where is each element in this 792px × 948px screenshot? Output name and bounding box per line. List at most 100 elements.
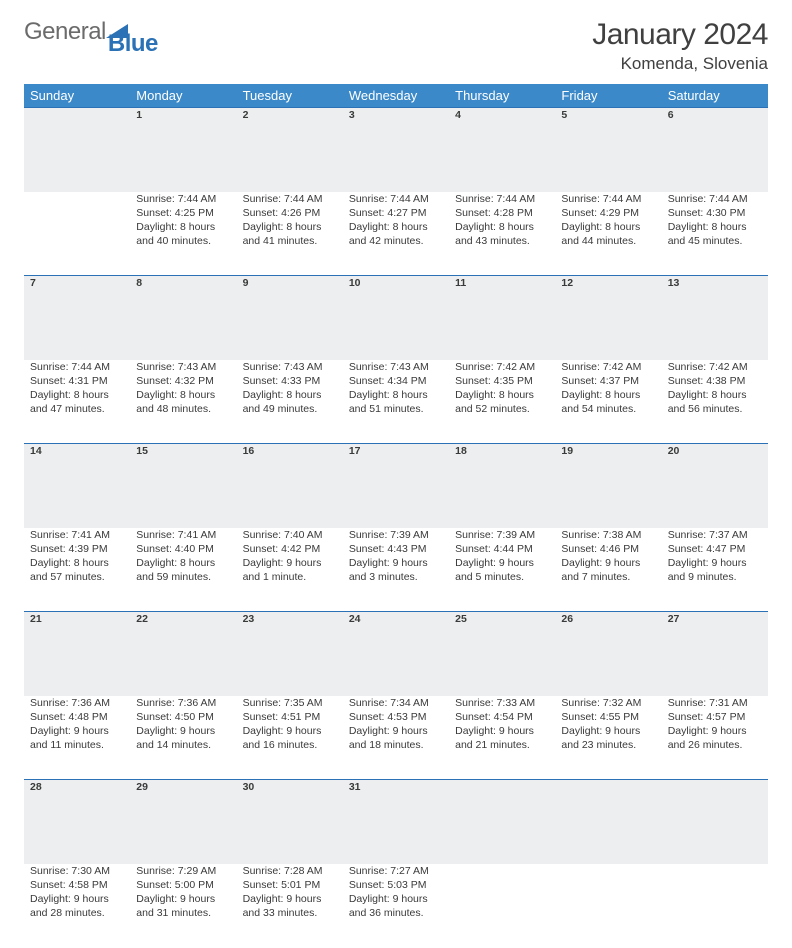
- day-number: 17: [343, 444, 449, 528]
- day-detail-row: Sunrise: 7:41 AMSunset: 4:39 PMDaylight:…: [24, 528, 768, 612]
- day-cell: Sunrise: 7:36 AMSunset: 4:48 PMDaylight:…: [24, 696, 130, 780]
- day-number: 15: [130, 444, 236, 528]
- day-number: 20: [662, 444, 768, 528]
- day-number: [24, 108, 130, 192]
- sunrise-line: Sunrise: 7:28 AM: [243, 864, 337, 878]
- sunrise-line: Sunrise: 7:33 AM: [455, 696, 549, 710]
- sunrise-line: Sunrise: 7:40 AM: [243, 528, 337, 542]
- day-header: Friday: [555, 84, 661, 108]
- sunset-line: Sunset: 4:53 PM: [349, 710, 443, 724]
- day-detail-row: Sunrise: 7:30 AMSunset: 4:58 PMDaylight:…: [24, 864, 768, 948]
- sunrise-line: Sunrise: 7:29 AM: [136, 864, 230, 878]
- day-number: 29: [130, 780, 236, 864]
- day-header: Sunday: [24, 84, 130, 108]
- sunrise-line: Sunrise: 7:41 AM: [30, 528, 124, 542]
- sunrise-line: Sunrise: 7:41 AM: [136, 528, 230, 542]
- day-cell: Sunrise: 7:44 AMSunset: 4:30 PMDaylight:…: [662, 192, 768, 276]
- sunrise-line: Sunrise: 7:44 AM: [455, 192, 549, 206]
- day-header: Saturday: [662, 84, 768, 108]
- day-detail-row: Sunrise: 7:44 AMSunset: 4:31 PMDaylight:…: [24, 360, 768, 444]
- day-number: 4: [449, 108, 555, 192]
- day-number: 30: [237, 780, 343, 864]
- sunset-line: Sunset: 4:47 PM: [668, 542, 762, 556]
- day-number: 21: [24, 612, 130, 696]
- day-number: 12: [555, 276, 661, 360]
- sunrise-line: Sunrise: 7:36 AM: [30, 696, 124, 710]
- day-header: Monday: [130, 84, 236, 108]
- sunrise-line: Sunrise: 7:32 AM: [561, 696, 655, 710]
- day-number-row: 123456: [24, 108, 768, 192]
- day-cell: Sunrise: 7:31 AMSunset: 4:57 PMDaylight:…: [662, 696, 768, 780]
- day-number: 18: [449, 444, 555, 528]
- daylight-line: Daylight: 9 hours and 3 minutes.: [349, 556, 443, 584]
- day-cell: [555, 864, 661, 948]
- day-cell: Sunrise: 7:43 AMSunset: 4:33 PMDaylight:…: [237, 360, 343, 444]
- brand-logo: General Blue: [24, 18, 180, 46]
- day-cell: Sunrise: 7:35 AMSunset: 4:51 PMDaylight:…: [237, 696, 343, 780]
- day-cell: Sunrise: 7:44 AMSunset: 4:29 PMDaylight:…: [555, 192, 661, 276]
- location-label: Komenda, Slovenia: [592, 54, 768, 74]
- day-number: 27: [662, 612, 768, 696]
- sunrise-line: Sunrise: 7:44 AM: [668, 192, 762, 206]
- day-header: Tuesday: [237, 84, 343, 108]
- day-number: 5: [555, 108, 661, 192]
- daylight-line: Daylight: 8 hours and 42 minutes.: [349, 220, 443, 248]
- sunset-line: Sunset: 4:37 PM: [561, 374, 655, 388]
- sunrise-line: Sunrise: 7:39 AM: [349, 528, 443, 542]
- sunrise-line: Sunrise: 7:44 AM: [30, 360, 124, 374]
- daylight-line: Daylight: 8 hours and 54 minutes.: [561, 388, 655, 416]
- day-number: 16: [237, 444, 343, 528]
- daylight-line: Daylight: 9 hours and 14 minutes.: [136, 724, 230, 752]
- daylight-line: Daylight: 8 hours and 40 minutes.: [136, 220, 230, 248]
- daylight-line: Daylight: 9 hours and 11 minutes.: [30, 724, 124, 752]
- sunset-line: Sunset: 4:46 PM: [561, 542, 655, 556]
- day-cell: Sunrise: 7:43 AMSunset: 4:34 PMDaylight:…: [343, 360, 449, 444]
- sunset-line: Sunset: 4:30 PM: [668, 206, 762, 220]
- day-cell: Sunrise: 7:37 AMSunset: 4:47 PMDaylight:…: [662, 528, 768, 612]
- daylight-line: Daylight: 9 hours and 16 minutes.: [243, 724, 337, 752]
- sunset-line: Sunset: 4:26 PM: [243, 206, 337, 220]
- day-number-row: 28293031: [24, 780, 768, 864]
- day-header-row: SundayMondayTuesdayWednesdayThursdayFrid…: [24, 84, 768, 108]
- sunrise-line: Sunrise: 7:43 AM: [136, 360, 230, 374]
- day-header: Wednesday: [343, 84, 449, 108]
- day-cell: Sunrise: 7:42 AMSunset: 4:37 PMDaylight:…: [555, 360, 661, 444]
- daylight-line: Daylight: 8 hours and 44 minutes.: [561, 220, 655, 248]
- day-cell: Sunrise: 7:36 AMSunset: 4:50 PMDaylight:…: [130, 696, 236, 780]
- daylight-line: Daylight: 9 hours and 5 minutes.: [455, 556, 549, 584]
- daylight-line: Daylight: 9 hours and 9 minutes.: [668, 556, 762, 584]
- day-number: 13: [662, 276, 768, 360]
- day-number: [555, 780, 661, 864]
- sunset-line: Sunset: 4:25 PM: [136, 206, 230, 220]
- day-number: 8: [130, 276, 236, 360]
- daylight-line: Daylight: 9 hours and 7 minutes.: [561, 556, 655, 584]
- day-number: 28: [24, 780, 130, 864]
- sunset-line: Sunset: 5:01 PM: [243, 878, 337, 892]
- sunset-line: Sunset: 4:50 PM: [136, 710, 230, 724]
- sunrise-line: Sunrise: 7:44 AM: [136, 192, 230, 206]
- day-cell: Sunrise: 7:41 AMSunset: 4:39 PMDaylight:…: [24, 528, 130, 612]
- sunrise-line: Sunrise: 7:34 AM: [349, 696, 443, 710]
- sunset-line: Sunset: 4:55 PM: [561, 710, 655, 724]
- daylight-line: Daylight: 8 hours and 45 minutes.: [668, 220, 762, 248]
- day-cell: Sunrise: 7:44 AMSunset: 4:27 PMDaylight:…: [343, 192, 449, 276]
- sunset-line: Sunset: 4:58 PM: [30, 878, 124, 892]
- sunset-line: Sunset: 4:34 PM: [349, 374, 443, 388]
- sunrise-line: Sunrise: 7:37 AM: [668, 528, 762, 542]
- daylight-line: Daylight: 8 hours and 43 minutes.: [455, 220, 549, 248]
- day-number: 26: [555, 612, 661, 696]
- sunrise-line: Sunrise: 7:39 AM: [455, 528, 549, 542]
- daylight-line: Daylight: 8 hours and 48 minutes.: [136, 388, 230, 416]
- day-number: [449, 780, 555, 864]
- sunrise-line: Sunrise: 7:35 AM: [243, 696, 337, 710]
- sunrise-line: Sunrise: 7:42 AM: [668, 360, 762, 374]
- day-number: 23: [237, 612, 343, 696]
- sunrise-line: Sunrise: 7:43 AM: [349, 360, 443, 374]
- day-number: 14: [24, 444, 130, 528]
- day-number-row: 14151617181920: [24, 444, 768, 528]
- day-cell: Sunrise: 7:34 AMSunset: 4:53 PMDaylight:…: [343, 696, 449, 780]
- daylight-line: Daylight: 9 hours and 26 minutes.: [668, 724, 762, 752]
- sunset-line: Sunset: 4:39 PM: [30, 542, 124, 556]
- sunset-line: Sunset: 4:32 PM: [136, 374, 230, 388]
- sunrise-line: Sunrise: 7:31 AM: [668, 696, 762, 710]
